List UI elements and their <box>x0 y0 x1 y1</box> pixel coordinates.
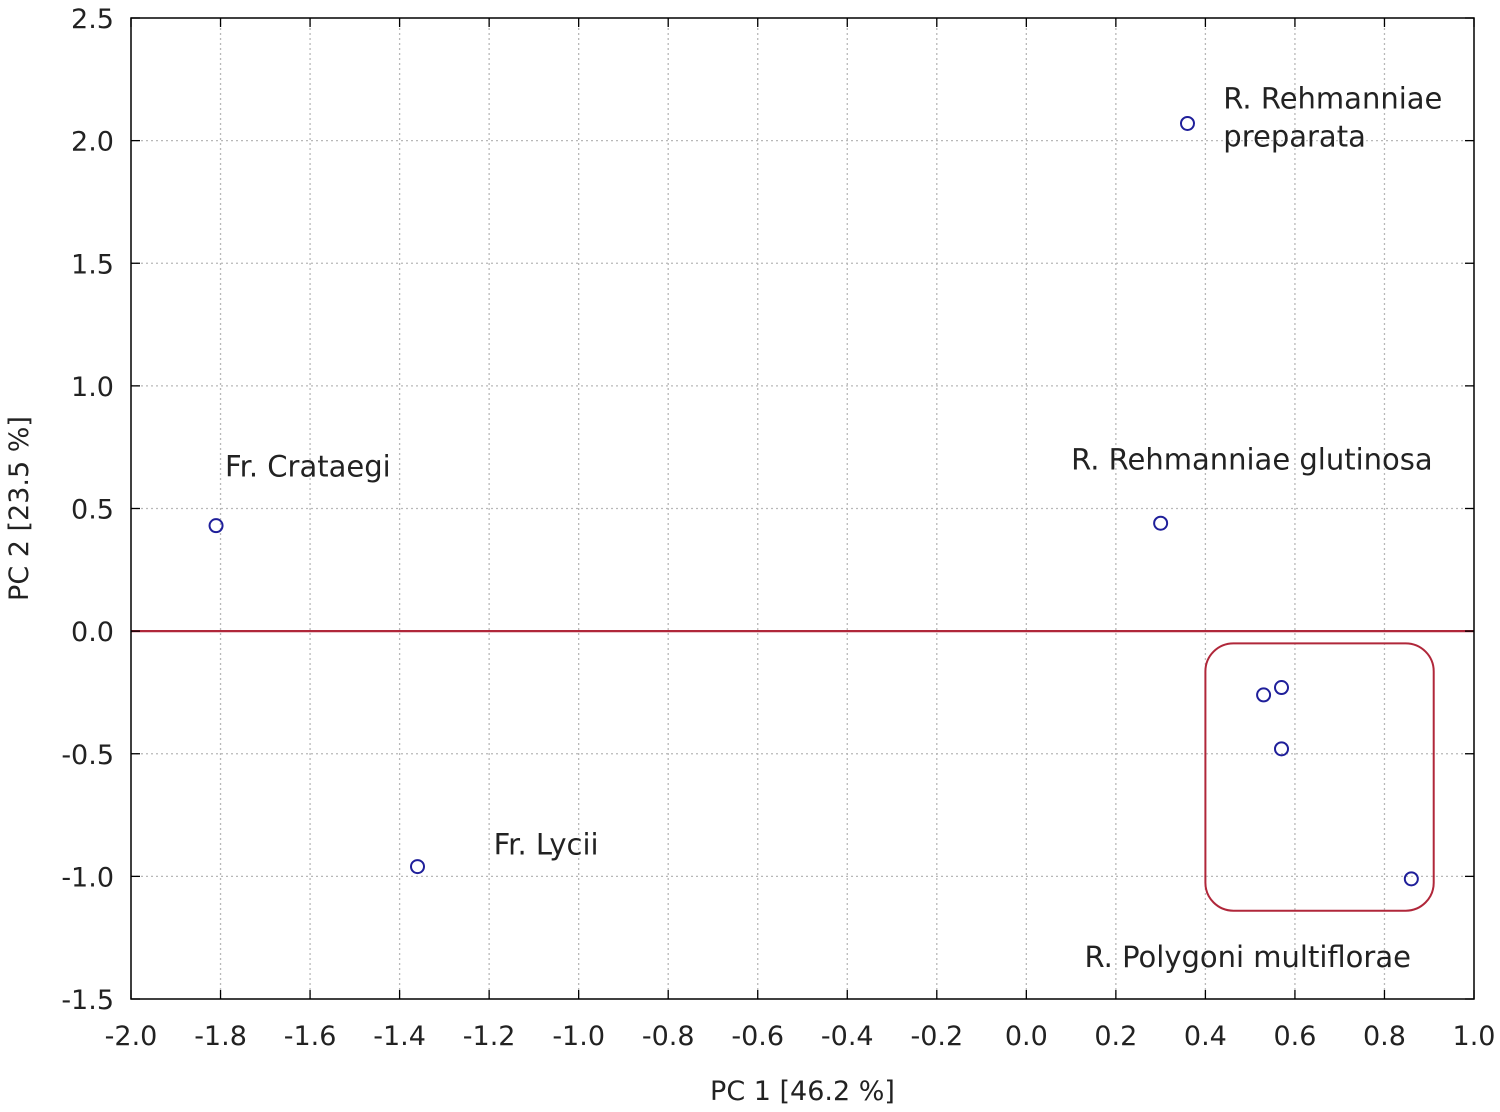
grid-lines <box>131 18 1474 999</box>
point-label: R. Rehmanniae glutinosa <box>1071 442 1433 476</box>
y-tick-label: -0.5 <box>61 740 114 771</box>
point-label: R. Rehmanniae preparata <box>1223 82 1442 154</box>
x-tick-label: -1.0 <box>552 1021 605 1052</box>
y-tick-label: 2.0 <box>71 127 114 158</box>
y-tick-labels: -1.5 -1.0 -0.5 0.0 0.5 1.0 1.5 2.0 2.5 <box>61 4 114 1016</box>
point-label-line: preparata <box>1223 120 1366 154</box>
point-label: Fr. Lycii <box>494 827 599 861</box>
x-tick-label: 0.8 <box>1363 1021 1406 1052</box>
data-point <box>1403 871 1419 887</box>
data-point <box>1256 687 1272 703</box>
data-point <box>410 859 426 875</box>
x-tick-label: -1.4 <box>373 1021 426 1052</box>
x-tick-label: -1.8 <box>194 1021 247 1052</box>
x-tick-labels: -2.0 -1.8 -1.6 -1.4 -1.2 -1.0 -0.8 -0.6 -0.4 -0.2… <box>105 1021 1496 1052</box>
axis-ticks <box>130 17 1475 1000</box>
polygoni-group-outline <box>1204 642 1435 912</box>
x-axis-title: PC 1 [46.2 %] <box>710 1076 895 1107</box>
x-tick-label: -2.0 <box>105 1021 158 1052</box>
point-label-line: Fr. Lycii <box>494 827 599 861</box>
x-tick-label: 1.0 <box>1453 1021 1496 1052</box>
data-point <box>1274 680 1290 696</box>
x-tick-label: 0.4 <box>1184 1021 1227 1052</box>
point-label-line: R. Rehmanniae <box>1223 82 1442 116</box>
y-axis-title: PC 2 [23.5 %] <box>4 416 35 601</box>
data-points <box>208 115 1419 887</box>
y-tick-label: -1.0 <box>61 862 114 893</box>
y-tick-label: -1.5 <box>61 985 114 1016</box>
x-tick-label: -0.6 <box>731 1021 784 1052</box>
y-tick-label: 0.0 <box>71 617 114 648</box>
y-tick-label: 1.0 <box>71 372 114 403</box>
data-point <box>1153 515 1169 531</box>
data-point <box>1274 741 1290 757</box>
point-annotations: Fr. Crataegi Fr. Lycii R. Rehmanniae gluti… <box>225 82 1442 974</box>
point-label: R. Polygoni multiflorae <box>1085 940 1411 974</box>
x-tick-label: 0.2 <box>1094 1021 1137 1052</box>
point-label-line: R. Rehmanniae glutinosa <box>1071 442 1433 476</box>
x-tick-label: 0.6 <box>1273 1021 1316 1052</box>
y-tick-label: 1.5 <box>71 249 114 280</box>
x-tick-label: -0.4 <box>821 1021 874 1052</box>
y-tick-label: 2.5 <box>71 4 114 35</box>
x-tick-label: -1.6 <box>284 1021 337 1052</box>
data-point <box>1179 115 1195 131</box>
x-tick-label: 0.0 <box>1005 1021 1048 1052</box>
x-tick-label: -0.2 <box>910 1021 963 1052</box>
y-tick-label: 0.5 <box>71 495 114 526</box>
group-box <box>1204 642 1435 912</box>
point-label-line: Fr. Crataegi <box>225 450 391 484</box>
point-label: Fr. Crataegi <box>225 450 391 484</box>
x-tick-label: -1.2 <box>463 1021 516 1052</box>
data-point <box>208 518 224 534</box>
x-tick-label: -0.8 <box>642 1021 695 1052</box>
point-label-line: R. Polygoni multiflorae <box>1085 940 1411 974</box>
